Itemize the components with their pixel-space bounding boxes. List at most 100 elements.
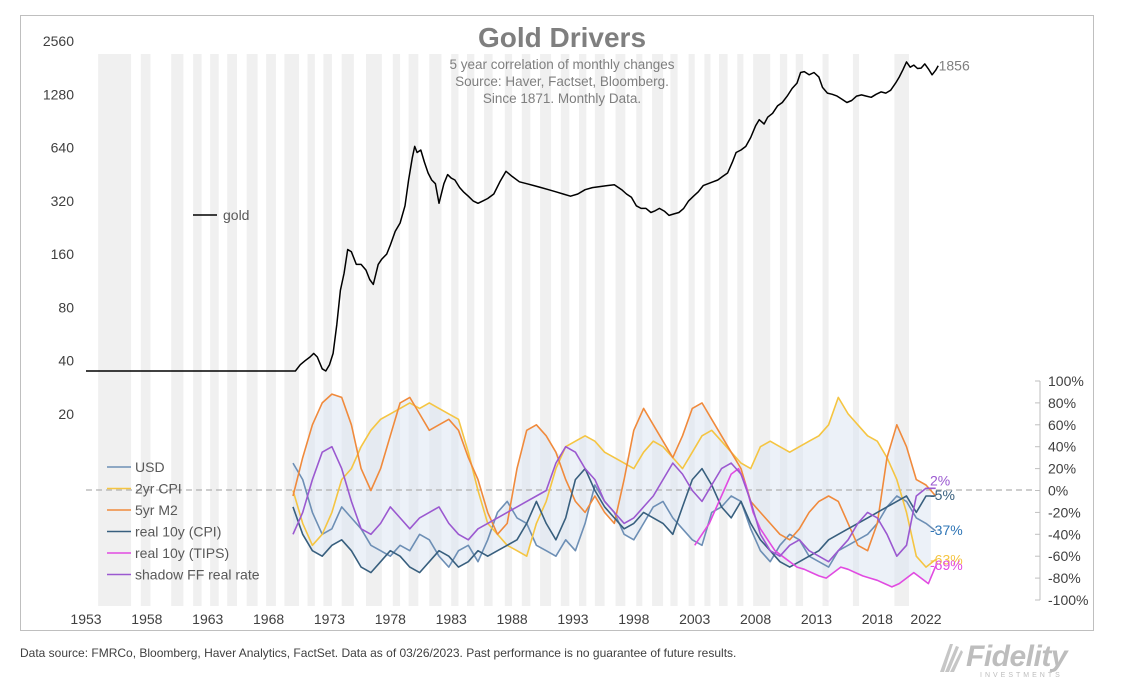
shaded-band xyxy=(246,54,258,606)
left-tick-label: 320 xyxy=(51,193,75,209)
left-tick-label: 640 xyxy=(51,140,75,156)
series-line-5yr-m2 xyxy=(292,393,937,552)
shaded-band xyxy=(171,54,184,606)
shaded-band xyxy=(540,54,552,606)
correlation-legend: USD 2yr CPI 5yr M2 real 10y (CPI) real 10y (… xyxy=(107,459,260,583)
logo-subtext: INVESTMENTS xyxy=(980,672,1063,679)
shaded-band xyxy=(615,54,626,606)
shaded-band xyxy=(822,54,829,606)
legend-label: USD xyxy=(135,459,165,475)
right-tick-label: -80% xyxy=(1048,570,1081,586)
gold-legend-label: gold xyxy=(223,207,249,223)
fidelity-logo: Fidelity INVESTMENTS xyxy=(936,638,1096,682)
right-tick-label: -40% xyxy=(1048,526,1081,542)
x-tick-label: 1953 xyxy=(70,611,101,627)
chart-subtitle-2: Source: Haver, Factset, Bloomberg. xyxy=(455,74,669,89)
x-tick-label: 1998 xyxy=(618,611,649,627)
end-label: -5% xyxy=(930,487,955,503)
shaded-band xyxy=(779,54,788,606)
shaded-band xyxy=(504,54,513,606)
shaded-band xyxy=(392,54,401,606)
right-tick-label: 20% xyxy=(1048,461,1076,477)
x-tick-label: 1993 xyxy=(557,611,588,627)
end-label: 2% xyxy=(930,472,950,488)
right-tick-label: -60% xyxy=(1048,548,1081,564)
end-label: -69% xyxy=(930,557,963,573)
legend-label: shadow FF real rate xyxy=(135,567,260,583)
shaded-band xyxy=(688,54,695,606)
shaded-band xyxy=(408,54,419,606)
end-labels: 2%-5% -37% -63%-69% xyxy=(930,472,963,573)
shaded-band xyxy=(98,54,132,606)
shaded-band xyxy=(737,54,744,606)
series-line-real-10y-tips- xyxy=(694,467,937,588)
x-tick-label: 1978 xyxy=(375,611,406,627)
left-tick-label: 40 xyxy=(58,353,74,369)
logo-mark-icon xyxy=(940,644,963,672)
shaded-band xyxy=(307,54,315,606)
correlation-series xyxy=(292,393,937,588)
x-tick-label: 2013 xyxy=(801,611,832,627)
left-tick-label: 1280 xyxy=(43,86,74,102)
gold-end-label: 1856 xyxy=(939,58,970,74)
logo-text: Fidelity xyxy=(966,640,1068,673)
right-tick-label: 40% xyxy=(1048,439,1076,455)
shaded-band xyxy=(467,54,475,606)
shaded-band xyxy=(652,54,664,606)
shaded-band xyxy=(266,54,276,606)
x-tick-label: 1988 xyxy=(497,611,528,627)
end-label: -63% xyxy=(930,551,963,567)
shaded-band xyxy=(579,54,587,606)
legend-label: real 10y (TIPS) xyxy=(135,545,229,561)
legend-label: real 10y (CPI) xyxy=(135,524,221,540)
x-axis-ticks: 1953 1958 1963 1968 1973 1978 1983 1988 1993 1998… xyxy=(70,611,941,627)
x-tick-label: 1958 xyxy=(131,611,162,627)
shaded-band xyxy=(140,54,151,606)
shaded-band xyxy=(636,54,643,606)
right-tick-label: 0% xyxy=(1048,483,1068,499)
shaded-band xyxy=(451,54,459,606)
shaded-band xyxy=(227,54,237,606)
gold-legend: gold xyxy=(193,207,249,223)
shaded-band xyxy=(521,54,531,606)
series-line-real-10y-cpi- xyxy=(292,467,936,574)
shaded-band xyxy=(323,54,332,606)
x-tick-label: 2008 xyxy=(740,611,771,627)
chart-subtitle-3: Since 1871. Monthly Data. xyxy=(483,91,641,106)
right-tick-label: -100% xyxy=(1048,592,1088,608)
shaded-band xyxy=(704,54,711,606)
x-tick-label: 2003 xyxy=(679,611,710,627)
shaded-band xyxy=(594,54,605,606)
series-line-2yr-cpi xyxy=(292,396,937,568)
gold-line xyxy=(86,61,939,372)
left-tick-label: 80 xyxy=(58,299,74,315)
x-tick-label: 2022 xyxy=(910,611,941,627)
legend-label: 2yr CPI xyxy=(135,481,182,497)
shaded-band xyxy=(560,54,570,606)
left-tick-label: 160 xyxy=(51,246,75,262)
shaded-band xyxy=(210,54,219,606)
left-axis-ticks: 20 40 80 160 320 640 1280 2560 xyxy=(43,33,74,422)
shaded-band xyxy=(484,54,493,606)
right-tick-label: 60% xyxy=(1048,417,1076,433)
x-tick-label: 2018 xyxy=(862,611,893,627)
shaded-band xyxy=(852,54,860,606)
x-tick-label: 1968 xyxy=(253,611,284,627)
gold-series: 1856 xyxy=(86,58,970,372)
right-tick-label: -20% xyxy=(1048,504,1081,520)
shaded-band xyxy=(719,54,728,606)
left-tick-label: 2560 xyxy=(43,33,74,49)
chart-title: Gold Drivers xyxy=(478,22,646,53)
legend-label: 5yr M2 xyxy=(135,502,178,518)
shaded-band xyxy=(193,54,202,606)
end-label: -37% xyxy=(930,522,963,538)
footer-note: Data source: FMRCo, Bloomberg, Haver Ana… xyxy=(20,646,737,660)
right-axis: 100% 80% 60% 40% 20% 0% -20% -40% -60% -80% -100% xyxy=(1035,373,1088,608)
x-tick-label: 1963 xyxy=(192,611,223,627)
x-tick-label: 1973 xyxy=(314,611,345,627)
series-line-shadow-ff-real-rate xyxy=(292,445,936,563)
x-tick-label: 1983 xyxy=(436,611,467,627)
shaded-band xyxy=(795,54,804,606)
left-tick-label: 20 xyxy=(58,406,74,422)
